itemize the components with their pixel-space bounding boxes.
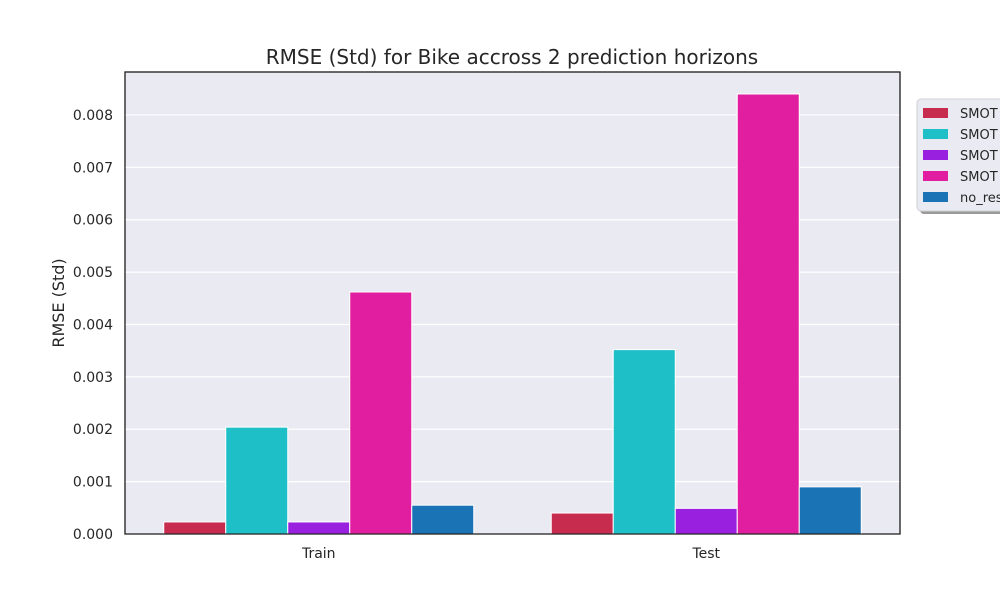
y-axis-label: RMSE (Std) (49, 258, 68, 347)
bar-train-series-1 (163, 521, 227, 535)
legend-swatch (923, 129, 948, 139)
y-tick-label: 0.006 (73, 213, 113, 229)
bar-test-series-4 (736, 93, 800, 535)
y-tick-label: 0.001 (73, 475, 113, 491)
legend-swatch (923, 150, 948, 160)
x-tick-label: Train (301, 546, 336, 562)
y-tick-label: 0.004 (73, 317, 113, 333)
bars (163, 93, 862, 535)
bar-test-series-3 (674, 507, 738, 535)
legend-label: SMOT (960, 128, 998, 143)
legend-box (916, 98, 1000, 212)
legend-label: SMOT (960, 107, 998, 122)
legend-label: SMOT (960, 149, 998, 164)
chart-title: RMSE (Std) for Bike accross 2 prediction… (266, 45, 758, 69)
bar-train-series-4 (349, 291, 413, 535)
y-axis-ticks: 0.000 0.001 0.002 0.003 0.004 0.005 0.006 0.007… (73, 108, 113, 543)
plot-frame (124, 71, 901, 535)
bar-train-series-2 (225, 426, 289, 535)
legend-swatch (923, 108, 948, 118)
bar-test-series-1 (550, 512, 614, 535)
y-tick-label: 0.000 (73, 527, 113, 543)
legend-swatch (923, 192, 948, 202)
y-tick-label: 0.002 (73, 422, 113, 438)
y-tick-label: 0.003 (73, 370, 113, 386)
y-tick-label: 0.008 (73, 108, 113, 124)
x-tick-label: Test (691, 546, 720, 562)
bar-train-series-5 (411, 504, 475, 535)
legend-swatch (923, 171, 948, 181)
bar-test-series-2 (612, 349, 676, 535)
bar-train-series-3 (287, 521, 351, 535)
y-tick-label: 0.007 (73, 160, 113, 176)
bar-test-series-5 (798, 486, 862, 535)
x-axis-ticks: Train Test (301, 546, 721, 562)
legend: SMOT SMOT SMOT SMOT no_res (916, 98, 1000, 214)
legend-label: no_res (960, 191, 1000, 206)
legend-label: SMOT (960, 170, 998, 185)
y-tick-label: 0.005 (73, 265, 113, 281)
